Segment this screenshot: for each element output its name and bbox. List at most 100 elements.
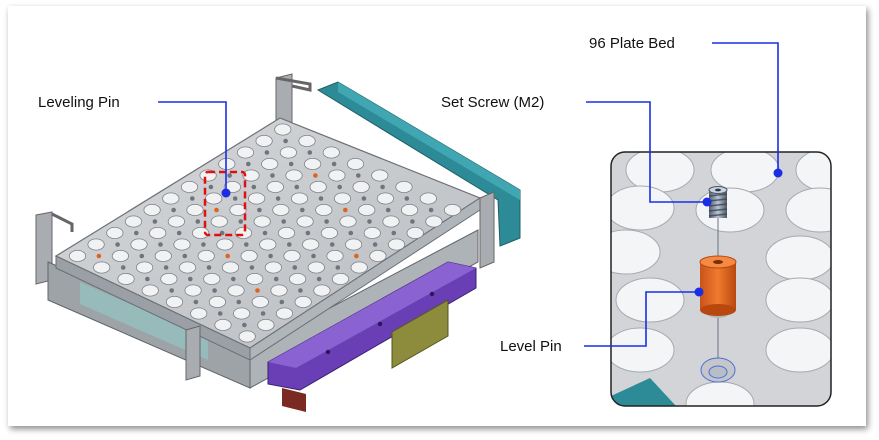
plate-hole	[404, 196, 410, 201]
plate-hole	[324, 219, 329, 224]
plate-hole	[356, 173, 361, 178]
plate-hole	[176, 230, 182, 236]
plate-well	[346, 157, 365, 170]
plate-well	[167, 215, 185, 228]
plate-well	[186, 203, 204, 216]
bracket-screw	[325, 349, 331, 355]
plate-hole	[264, 150, 270, 155]
plate-well	[257, 318, 275, 331]
plate-well	[382, 215, 400, 228]
plate-well	[425, 215, 443, 228]
plate-well	[130, 238, 148, 251]
plate-hole	[287, 242, 292, 247]
plate-hole	[275, 196, 281, 201]
plate-well	[154, 249, 172, 262]
plate-well	[160, 272, 178, 285]
plate-well	[371, 169, 389, 182]
plate-well	[205, 192, 223, 205]
inset-well	[615, 277, 685, 323]
plate-well	[298, 134, 316, 147]
plate-hole	[294, 184, 300, 190]
plate-well	[333, 192, 352, 205]
front-handle-post	[185, 325, 201, 381]
plate-well	[178, 261, 197, 274]
plate-hole	[163, 265, 169, 270]
plate-well	[288, 272, 307, 285]
plate-hole	[311, 253, 316, 259]
plate-hole	[380, 184, 385, 190]
callout-dots	[221, 168, 783, 297]
plate-well	[283, 249, 301, 262]
plate-hole	[268, 253, 273, 259]
plate-well	[136, 261, 154, 274]
plate-hole	[361, 196, 367, 201]
level-pin-callout-line	[584, 291, 698, 347]
plate-hole	[232, 196, 238, 201]
plate-well	[400, 203, 419, 216]
plate-well	[180, 180, 199, 193]
plate-well	[315, 203, 333, 216]
plate-well	[259, 238, 277, 251]
plate-well	[266, 180, 284, 193]
plate-well	[331, 272, 350, 285]
plate-hole	[152, 219, 158, 224]
plate-well	[339, 215, 357, 228]
inset-well	[710, 152, 780, 193]
inset-well	[765, 277, 831, 323]
plate-hole	[139, 253, 145, 259]
plate-bed-label: 96 Plate Bed	[589, 35, 675, 52]
plate-well	[162, 192, 180, 205]
plate-well	[387, 238, 406, 251]
plate-hole	[251, 184, 257, 190]
plate-hole	[300, 207, 305, 213]
plate-well	[270, 284, 288, 297]
leveling-pin-highlight-box	[203, 170, 247, 237]
plate-well	[234, 226, 253, 239]
callout-dot	[694, 287, 704, 297]
plate-hole	[316, 276, 322, 282]
inset-well	[695, 187, 765, 233]
inset-teal-corner	[611, 378, 676, 406]
plate-well	[173, 238, 191, 251]
plate-hole	[298, 288, 303, 293]
plate-well	[165, 295, 184, 308]
plate-well	[210, 215, 228, 228]
plate-hole	[292, 265, 298, 270]
plate-well	[261, 157, 279, 170]
plate-well	[376, 192, 394, 205]
plate-hole	[428, 207, 434, 213]
plate-well	[274, 123, 292, 136]
plate-well	[277, 226, 296, 239]
plate-hole	[281, 219, 287, 224]
plate-hole	[231, 276, 236, 282]
plate-well	[309, 180, 327, 193]
set-screw	[708, 186, 728, 218]
inset-well	[685, 381, 755, 406]
plate-hole	[288, 161, 294, 167]
set-screw-label: Set Screw (M2)	[441, 94, 544, 111]
callout-lines	[158, 42, 779, 347]
plate-hole	[238, 219, 244, 224]
plate-well	[143, 203, 161, 216]
plate-hole	[246, 161, 251, 167]
plate-well	[242, 169, 260, 182]
teal-handle-top	[338, 82, 520, 200]
plate-well	[272, 203, 290, 216]
plate-well	[124, 215, 143, 228]
plate-hole	[158, 242, 163, 247]
plate-hole	[190, 196, 195, 201]
plate-hole	[270, 173, 275, 178]
inset-well	[611, 229, 661, 275]
plate-well	[208, 295, 226, 308]
inset-well	[765, 327, 831, 373]
plate-well	[443, 203, 462, 216]
plate-well	[285, 169, 303, 182]
purple-bracket-top	[268, 262, 476, 368]
plate-hole	[236, 299, 242, 305]
plate-hole	[217, 311, 223, 316]
plate-well	[344, 238, 363, 251]
plate-hole	[212, 288, 217, 293]
plate-well	[406, 226, 424, 239]
plate-hole	[331, 161, 337, 167]
